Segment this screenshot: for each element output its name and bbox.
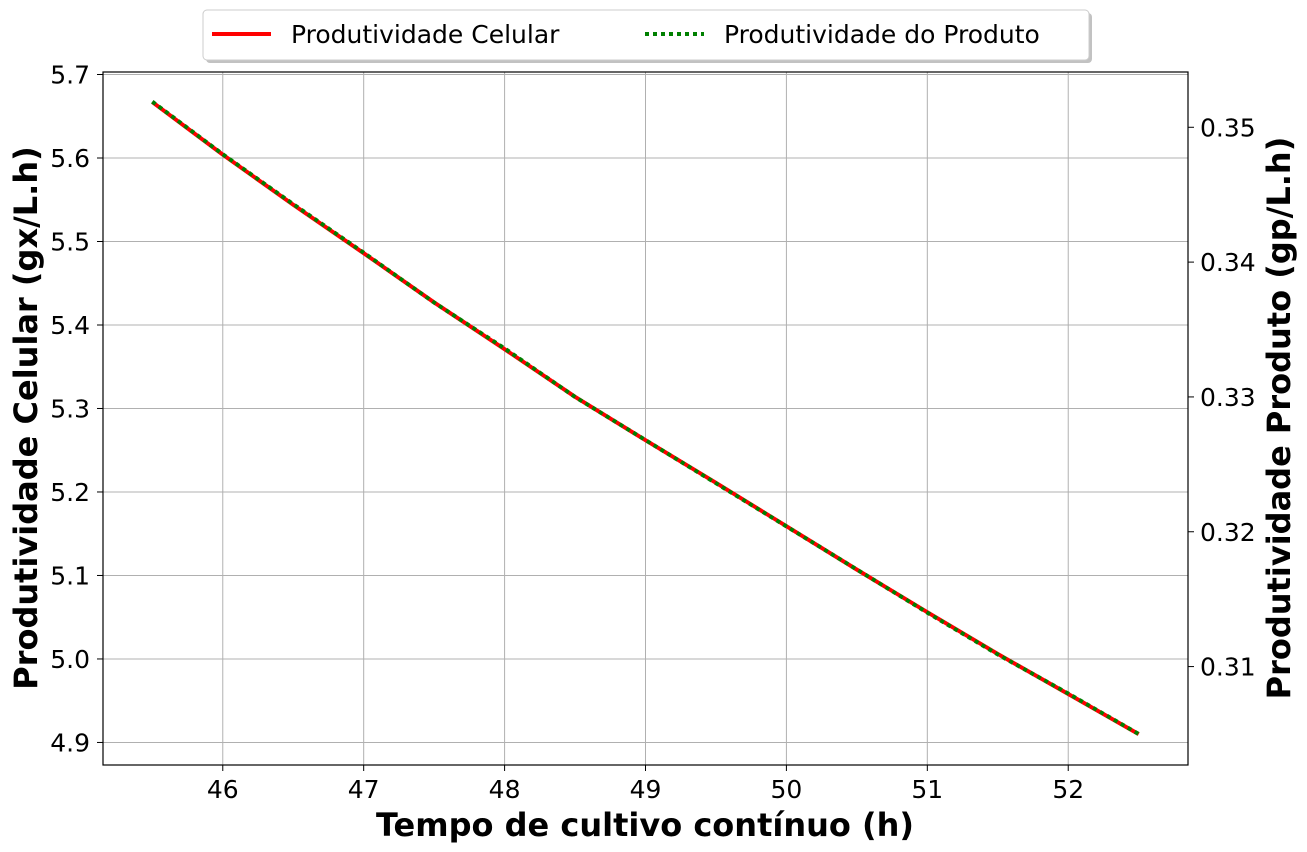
grid-lines bbox=[103, 72, 1188, 765]
legend-label-celular: Produtividade Celular bbox=[291, 20, 560, 49]
x-tick-label: 47 bbox=[348, 775, 380, 804]
y-left-tick-label: 4.9 bbox=[50, 728, 90, 757]
y-right-axis-title: Produtividade Produto (gp/L.h) bbox=[1260, 137, 1298, 700]
y-right-tick-label: 0.34 bbox=[1200, 248, 1256, 277]
y-left-tick-label: 5.5 bbox=[50, 227, 90, 256]
legend-label-produto: Produtividade do Produto bbox=[724, 20, 1040, 49]
series-line-produtividade-produto bbox=[151, 100, 1140, 736]
x-tick-label: 51 bbox=[911, 775, 943, 804]
x-tick-label: 50 bbox=[771, 775, 803, 804]
x-tick-label: 49 bbox=[630, 775, 662, 804]
y-left-tick-label: 5.6 bbox=[50, 144, 90, 173]
x-tick-label: 52 bbox=[1052, 775, 1084, 804]
y-left-tick-label: 5.0 bbox=[50, 645, 90, 674]
series-lines bbox=[151, 100, 1140, 736]
y-right-tick-label: 0.32 bbox=[1200, 518, 1256, 547]
x-tick-label: 46 bbox=[207, 775, 239, 804]
y-right-tick-label: 0.35 bbox=[1200, 113, 1256, 142]
y-left-axis-title: Produtividade Celular (gx/L.h) bbox=[7, 146, 45, 689]
y-left-tick-label: 5.3 bbox=[50, 394, 90, 423]
legend: Produtividade Celular Produtividade do P… bbox=[202, 9, 1092, 63]
y-left-tick-label: 5.7 bbox=[50, 61, 90, 90]
axis-ticks: 46 47 48 49 50 51 52 4.9 5.0 5.1 5.2 5.3 5.4 5.5 5.6 5.… bbox=[50, 61, 1255, 804]
y-left-tick-label: 5.4 bbox=[50, 311, 90, 340]
y-left-tick-label: 5.1 bbox=[50, 561, 90, 590]
y-right-tick-label: 0.33 bbox=[1200, 383, 1256, 412]
x-tick-label: 48 bbox=[489, 775, 521, 804]
x-axis-title: Tempo de cultivo contínuo (h) bbox=[376, 806, 914, 844]
y-right-tick-label: 0.31 bbox=[1200, 653, 1256, 682]
y-left-tick-label: 5.2 bbox=[50, 478, 90, 507]
